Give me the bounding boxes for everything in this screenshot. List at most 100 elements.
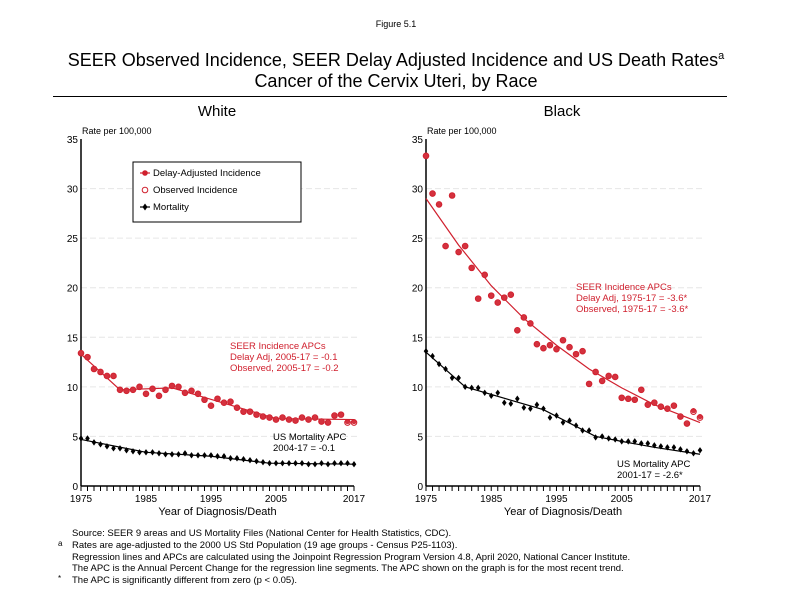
chart-title: SEER Observed Incidence, SEER Delay Adju… [0, 46, 792, 92]
delay-adjusted-point [305, 416, 312, 423]
x-tick-label: 2005 [611, 494, 634, 505]
mortality-point [104, 443, 110, 450]
delay-adjusted-point [612, 374, 618, 380]
y-tick-label: 0 [417, 482, 423, 493]
mortality-point [345, 459, 350, 467]
legend: Delay-Adjusted Incidence Observed Inciden… [132, 161, 302, 223]
mortality-point [475, 384, 481, 392]
delay-adjusted-point [240, 409, 247, 415]
title-line-1: SEER Observed Incidence, SEER Delay Adju… [67, 50, 719, 70]
footnotes: Source: SEER 9 areas and US Mortality Fi… [58, 528, 630, 587]
mortality-point [645, 440, 651, 447]
delay-adjusted-point [91, 366, 97, 372]
mortality-point [241, 456, 246, 463]
x-tick-label: 2005 [265, 494, 288, 505]
mortality-point [547, 414, 553, 421]
delay-adjusted-point [130, 387, 136, 393]
mortality-point [691, 450, 696, 457]
y-tick-label: 20 [67, 284, 79, 295]
mortality-point [436, 360, 442, 368]
mortality-point [456, 374, 461, 382]
mortality-point [671, 444, 677, 451]
panel-white: 0 5 10 15 20 25 30 35 1975 1985 1995 2005 2017 Rate p… [67, 126, 366, 518]
y-tick-label: 35 [67, 135, 79, 146]
delay-adjusted-point [188, 388, 195, 394]
delay-adjusted-point [690, 408, 697, 414]
mortality-apc-text: 2004-17 = -0.1 [273, 443, 335, 454]
delay-adjusted-point [331, 413, 338, 419]
mortality-point [267, 459, 272, 467]
mortality-point [208, 452, 214, 459]
mortality-apc-text: US Mortality APC [617, 459, 691, 470]
delay-adjusted-point [449, 192, 455, 199]
mortality-point [495, 389, 501, 397]
y-tick-label: 5 [72, 432, 78, 443]
mortality-point [606, 435, 611, 442]
mortality-point [469, 384, 474, 392]
incidence-apc-text: Observed, 1975-17 = -3.6* [576, 304, 689, 315]
mortality-point [332, 459, 337, 467]
delay-adjusted-point [527, 320, 533, 327]
mortality-point [449, 374, 455, 382]
delay-adjusted-point [586, 381, 592, 387]
delay-adjusted-point [182, 390, 188, 396]
x-tick-label: 1975 [415, 494, 438, 505]
delay-adjusted-point [619, 395, 625, 401]
delay-adjusted-point [606, 373, 612, 379]
delay-adjusted-point [560, 337, 566, 343]
delay-adjusted-point [495, 299, 501, 306]
delay-adjusted-point [253, 412, 260, 418]
mortality-point [260, 459, 266, 466]
y-axis-label: Rate per 100,000 [427, 126, 497, 136]
mortality-point [78, 435, 84, 442]
mortality-point [176, 451, 181, 458]
x-tick-label: 2017 [343, 494, 366, 505]
footnote-significance: * The APC is significantly different from… [58, 574, 298, 587]
mortality-point [247, 457, 253, 464]
legend-delay-adjusted-marker [142, 170, 148, 176]
delay-adjusted-point [632, 397, 638, 403]
mortality-point [91, 439, 97, 446]
footnote-regression: Regression lines and APCs are calculated… [72, 551, 631, 563]
delay-adjusted-point [312, 414, 318, 421]
mortality-point [580, 427, 585, 434]
delay-adjusted-point [195, 391, 201, 397]
incidence-apc-text: SEER Incidence APCs [230, 341, 326, 352]
mortality-point [202, 452, 207, 459]
delay-adjusted-point [579, 348, 586, 354]
delay-adjusted-point [514, 327, 520, 333]
delay-adjusted-point [175, 384, 182, 390]
mortality-point [325, 460, 331, 468]
delay-adjusted-point [136, 384, 143, 390]
delay-adjusted-point [540, 345, 547, 351]
delay-adjusted-point [534, 341, 540, 347]
delay-adjusted-point [292, 417, 299, 424]
delay-adjusted-point [475, 296, 481, 302]
incidence-fit-line [425, 198, 701, 424]
delay-adjusted-point [351, 418, 357, 425]
x-axis-label: Year of Diagnosis/Death [158, 506, 276, 518]
mortality-point [254, 458, 259, 465]
mortality-point [638, 440, 644, 447]
mortality-point [567, 417, 572, 424]
mortality-point [501, 399, 507, 406]
delay-adjusted-point [169, 383, 175, 389]
delay-adjusted-point [651, 400, 657, 406]
mortality-point [85, 435, 90, 442]
delay-adjusted-point [436, 201, 442, 208]
mortality-point [652, 442, 657, 449]
mortality-point [169, 451, 175, 458]
delay-adjusted-point [488, 293, 494, 299]
delay-adjusted-point [697, 414, 703, 420]
mortality-apc-text: 2001-17 = -2.6* [617, 470, 683, 481]
mortality-point [684, 448, 690, 455]
delay-adjusted-point [143, 391, 149, 397]
delay-adjusted-point [429, 190, 436, 197]
mortality-point [312, 460, 318, 468]
panel-title-white: White [197, 103, 237, 120]
delay-adjusted-point [299, 414, 305, 421]
delay-adjusted-point [547, 342, 553, 348]
incidence-apc-text: Delay Adj, 2005-17 = -0.1 [230, 352, 337, 363]
delay-adjusted-point [221, 400, 227, 406]
delay-adjusted-point [521, 314, 527, 321]
